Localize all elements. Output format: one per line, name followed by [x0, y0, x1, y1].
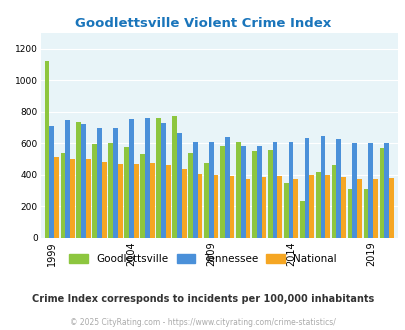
- Bar: [363, 189, 367, 238]
- Bar: [341, 177, 345, 238]
- Bar: [149, 163, 154, 238]
- Bar: [235, 142, 240, 238]
- Bar: [304, 138, 309, 238]
- Bar: [172, 115, 177, 238]
- Bar: [240, 146, 245, 238]
- Bar: [113, 128, 118, 238]
- Bar: [356, 179, 361, 238]
- Bar: [331, 165, 336, 238]
- Bar: [347, 189, 352, 238]
- Bar: [379, 148, 384, 238]
- Bar: [165, 165, 170, 238]
- Bar: [81, 124, 86, 238]
- Bar: [45, 60, 49, 238]
- Bar: [272, 142, 277, 238]
- Bar: [309, 176, 313, 238]
- Text: © 2025 CityRating.com - https://www.cityrating.com/crime-statistics/: © 2025 CityRating.com - https://www.city…: [70, 318, 335, 327]
- Bar: [181, 169, 186, 238]
- Bar: [384, 143, 388, 238]
- Bar: [336, 139, 341, 238]
- Bar: [102, 162, 107, 238]
- Bar: [213, 176, 218, 238]
- Bar: [70, 159, 75, 238]
- Bar: [367, 143, 372, 238]
- Bar: [245, 179, 250, 238]
- Bar: [118, 164, 122, 238]
- Bar: [372, 179, 377, 238]
- Bar: [267, 150, 272, 238]
- Bar: [320, 136, 324, 238]
- Bar: [124, 147, 129, 238]
- Bar: [220, 146, 224, 238]
- Legend: Goodlettsville, Tennessee, National: Goodlettsville, Tennessee, National: [66, 250, 339, 267]
- Bar: [76, 122, 81, 238]
- Bar: [324, 175, 329, 238]
- Bar: [388, 178, 393, 238]
- Bar: [145, 118, 149, 238]
- Bar: [208, 142, 213, 238]
- Bar: [92, 144, 97, 238]
- Bar: [299, 201, 304, 238]
- Bar: [197, 174, 202, 238]
- Bar: [229, 176, 234, 238]
- Bar: [156, 118, 161, 238]
- Bar: [252, 151, 256, 238]
- Bar: [49, 126, 54, 238]
- Bar: [129, 119, 134, 238]
- Bar: [65, 119, 70, 238]
- Bar: [293, 180, 297, 238]
- Bar: [60, 153, 65, 238]
- Bar: [108, 143, 113, 238]
- Bar: [277, 176, 281, 238]
- Bar: [288, 142, 293, 238]
- Bar: [224, 137, 229, 238]
- Text: Crime Index corresponds to incidents per 100,000 inhabitants: Crime Index corresponds to incidents per…: [32, 294, 373, 304]
- Bar: [177, 133, 181, 238]
- Bar: [140, 154, 145, 238]
- Bar: [134, 164, 139, 238]
- Text: Goodlettsville Violent Crime Index: Goodlettsville Violent Crime Index: [75, 16, 330, 30]
- Bar: [188, 152, 192, 238]
- Bar: [352, 143, 356, 238]
- Bar: [54, 157, 59, 238]
- Bar: [161, 123, 165, 238]
- Bar: [204, 163, 208, 238]
- Bar: [256, 146, 261, 238]
- Bar: [86, 159, 91, 238]
- Bar: [97, 128, 102, 238]
- Bar: [261, 177, 266, 238]
- Bar: [192, 142, 197, 238]
- Bar: [315, 172, 320, 238]
- Bar: [283, 182, 288, 238]
